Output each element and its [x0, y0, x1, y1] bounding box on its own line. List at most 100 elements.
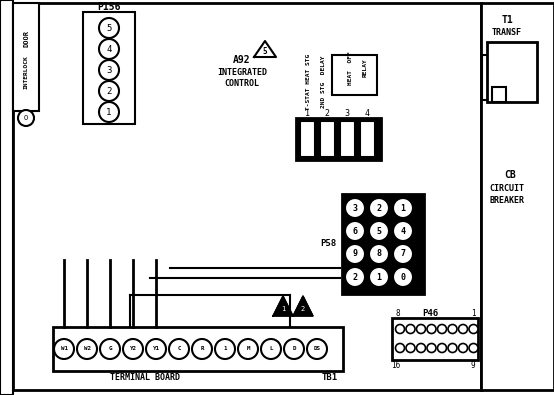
Text: TERMINAL BOARD: TERMINAL BOARD [110, 374, 180, 382]
Text: 3: 3 [352, 203, 357, 213]
Circle shape [99, 60, 119, 80]
Text: 2: 2 [352, 273, 357, 282]
Text: 4: 4 [106, 45, 112, 53]
Text: 1: 1 [471, 308, 475, 318]
Text: W2: W2 [84, 346, 90, 352]
Text: CB: CB [504, 170, 516, 180]
Circle shape [469, 344, 478, 352]
Text: 2: 2 [377, 203, 382, 213]
Text: 3: 3 [106, 66, 112, 75]
Circle shape [393, 267, 413, 287]
Text: INTERLOCK: INTERLOCK [23, 55, 28, 89]
Text: O: O [24, 115, 28, 121]
Circle shape [427, 344, 436, 352]
Bar [360, 121, 375, 157]
Text: TB1: TB1 [322, 374, 338, 382]
Circle shape [345, 198, 365, 218]
Text: CONTROL: CONTROL [224, 79, 259, 88]
Circle shape [369, 244, 389, 264]
Text: 2: 2 [325, 109, 330, 117]
Text: D: D [293, 346, 296, 352]
Circle shape [459, 325, 468, 333]
Text: 1: 1 [281, 306, 285, 312]
Circle shape [169, 339, 189, 359]
Bar [83, 12, 135, 124]
Circle shape [123, 339, 143, 359]
Bar [296, 118, 381, 160]
Polygon shape [254, 41, 276, 57]
Text: 5: 5 [377, 226, 382, 235]
Bar [0, 0, 13, 395]
Circle shape [448, 325, 457, 333]
Text: 2: 2 [106, 87, 112, 96]
Circle shape [99, 39, 119, 59]
Circle shape [393, 221, 413, 241]
Circle shape [406, 325, 415, 333]
Circle shape [469, 325, 478, 333]
Text: 8: 8 [396, 308, 401, 318]
Text: 5: 5 [263, 47, 268, 56]
Circle shape [99, 81, 119, 101]
Bar [13, 3, 481, 390]
Circle shape [393, 244, 413, 264]
Text: W1: W1 [60, 346, 68, 352]
Text: 2ND STG  DELAY: 2ND STG DELAY [321, 56, 326, 108]
Text: L: L [269, 346, 273, 352]
Text: HEAT  OFF: HEAT OFF [347, 51, 352, 85]
Circle shape [192, 339, 212, 359]
Circle shape [54, 339, 74, 359]
Circle shape [396, 344, 404, 352]
Circle shape [393, 198, 413, 218]
Bar [487, 42, 537, 102]
Circle shape [438, 344, 447, 352]
Text: M: M [246, 346, 250, 352]
Circle shape [18, 110, 34, 126]
Text: 6: 6 [352, 226, 357, 235]
Text: 3: 3 [345, 109, 350, 117]
Circle shape [307, 339, 327, 359]
Text: DOOR: DOOR [23, 30, 29, 47]
Text: C: C [177, 346, 181, 352]
Bar [332, 55, 377, 95]
Circle shape [427, 325, 436, 333]
Text: 0: 0 [401, 273, 406, 282]
Circle shape [100, 339, 120, 359]
Circle shape [99, 102, 119, 122]
Text: DS: DS [314, 346, 321, 352]
Circle shape [345, 267, 365, 287]
Text: P156: P156 [98, 2, 121, 12]
Polygon shape [273, 296, 293, 316]
Circle shape [369, 198, 389, 218]
Text: 1: 1 [223, 346, 227, 352]
Text: BREAKER: BREAKER [490, 196, 525, 205]
Text: T-STAT HEAT STG: T-STAT HEAT STG [305, 54, 310, 110]
Text: 8: 8 [377, 250, 382, 258]
Circle shape [99, 18, 119, 38]
Bar [492, 87, 506, 102]
Text: TRANSF: TRANSF [492, 28, 522, 36]
Bar [13, 3, 39, 111]
Bar [320, 121, 335, 157]
Text: 4: 4 [365, 109, 370, 117]
Circle shape [146, 339, 166, 359]
Circle shape [369, 267, 389, 287]
Text: INTEGRATED: INTEGRATED [217, 68, 267, 77]
Text: R: R [200, 346, 204, 352]
Circle shape [215, 339, 235, 359]
Circle shape [77, 339, 97, 359]
Bar [53, 327, 343, 371]
Circle shape [369, 221, 389, 241]
Circle shape [448, 344, 457, 352]
Bar [300, 121, 315, 157]
Text: A92: A92 [233, 55, 251, 65]
Bar [340, 121, 355, 157]
Text: Y2: Y2 [130, 346, 136, 352]
Circle shape [396, 325, 404, 333]
Text: 7: 7 [401, 250, 406, 258]
Text: 1: 1 [305, 109, 310, 117]
Circle shape [406, 344, 415, 352]
Text: 9: 9 [352, 250, 357, 258]
Polygon shape [293, 296, 313, 316]
Circle shape [459, 344, 468, 352]
Text: 5: 5 [106, 23, 112, 32]
